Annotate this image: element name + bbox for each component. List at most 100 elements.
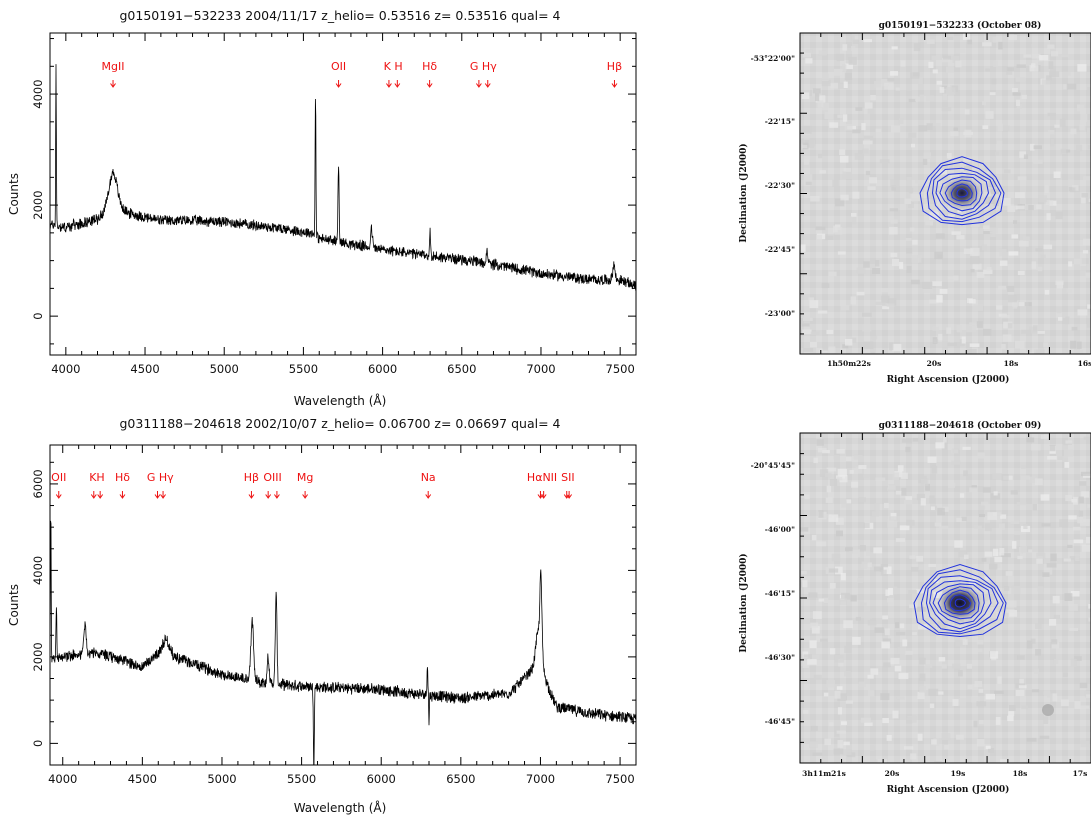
galaxy-source bbox=[936, 583, 984, 623]
line-marker-arrowhead bbox=[611, 83, 618, 88]
line-marker-arrowhead bbox=[97, 494, 104, 499]
axis-ticks: 4000 4500 5000 5500 6000 6500 7000 7500 0 2000 400… bbox=[31, 33, 637, 376]
x-tick-label: 4500 bbox=[130, 362, 159, 376]
line-marker-label: MgII bbox=[102, 60, 125, 73]
line-marker-arrowhead bbox=[274, 494, 280, 499]
plot-frame bbox=[49, 444, 637, 766]
line-marker-arrowhead bbox=[540, 494, 547, 499]
faint-source bbox=[1042, 704, 1054, 716]
contour-line bbox=[926, 161, 1002, 223]
line-marker-arrowhead bbox=[484, 83, 491, 88]
ra-axis-label: Right Ascension (J2000) bbox=[887, 784, 1010, 795]
contour-line bbox=[925, 575, 999, 633]
line-marker-label: KH bbox=[89, 471, 105, 484]
ra-tick-label: 20s bbox=[885, 769, 900, 778]
x-axis-label: Wavelength (Å) bbox=[294, 393, 387, 408]
line-marker-arrowhead bbox=[394, 83, 401, 88]
line-marker-arrowhead bbox=[119, 494, 126, 499]
ra-tick-label: 19s bbox=[951, 769, 966, 778]
contour-line bbox=[919, 156, 1005, 226]
contour-line bbox=[931, 167, 997, 220]
spectrum-panel-1: g0150191−532233 2004/11/17 z_helio= 0.53… bbox=[7, 8, 637, 408]
ra-tick-label: 1h50m22s bbox=[827, 359, 871, 368]
dec-tick-label: -22'30" bbox=[765, 181, 795, 190]
dec-tick-label: -46'45" bbox=[765, 717, 795, 726]
line-marker-label: Hβ bbox=[244, 471, 259, 484]
y-tick-label: 4000 bbox=[31, 79, 45, 108]
line-marker-arrowhead bbox=[160, 494, 166, 499]
sky-image-panel-1: g0150191−532233 (October 08) -53°22'00" … bbox=[738, 20, 1091, 385]
dec-tick-label: -22'15" bbox=[765, 117, 795, 126]
line-marker-label: SII bbox=[561, 471, 574, 484]
x-tick-label: 7000 bbox=[526, 362, 555, 376]
ra-tick-label: 20s bbox=[927, 359, 942, 368]
dec-tick-label: -46'00" bbox=[765, 525, 795, 534]
ra-tick-label: 17s bbox=[1073, 769, 1088, 778]
spectrum-title: g0311188−204618 2002/10/07 z_helio= 0.06… bbox=[120, 416, 561, 431]
y-tick-label: 0 bbox=[31, 312, 45, 319]
contour-lines bbox=[913, 563, 1007, 638]
line-marker-label: K H bbox=[384, 60, 403, 73]
contour-line bbox=[943, 589, 976, 615]
dec-tick-label: -46'30" bbox=[765, 653, 795, 662]
dec-tick-label: -20°45'45" bbox=[751, 461, 795, 470]
line-marker-label: Hδ bbox=[115, 471, 130, 484]
line-marker-arrowhead bbox=[566, 494, 573, 499]
line-marker-label: G Hγ bbox=[470, 60, 497, 73]
line-marker-label: OII bbox=[51, 471, 66, 484]
line-marker-label: HαNII bbox=[527, 471, 557, 484]
x-tick-label: 5000 bbox=[207, 772, 236, 786]
dec-tick-label: -22'45" bbox=[765, 245, 795, 254]
sky-image-panel-2: g0311188−204618 (October 09) -20°45'45" … bbox=[738, 420, 1091, 795]
line-marker-arrowhead bbox=[302, 494, 309, 499]
line-marker-arrowhead bbox=[563, 494, 570, 499]
y-tick-label: 2000 bbox=[31, 642, 45, 671]
spectrum-line bbox=[49, 64, 637, 291]
contour-line bbox=[950, 183, 973, 202]
ra-tick-label: 16s bbox=[1078, 359, 1091, 368]
contour-line bbox=[944, 179, 978, 207]
image-title: g0150191−532233 (October 08) bbox=[879, 20, 1042, 31]
ra-tick-label: 3h11m21s bbox=[802, 769, 846, 778]
line-marker-arrowhead bbox=[426, 83, 433, 88]
contour-line bbox=[929, 580, 992, 630]
x-tick-label: 6000 bbox=[368, 362, 397, 376]
dec-tick-label: -53°22'00" bbox=[751, 54, 795, 63]
x-tick-label: 5500 bbox=[289, 362, 318, 376]
line-marker-arrowhead bbox=[425, 494, 432, 499]
contour-line bbox=[913, 563, 1007, 638]
plot-frame bbox=[49, 32, 637, 356]
ra-tick-label: 18s bbox=[1004, 359, 1019, 368]
x-tick-label: 6000 bbox=[367, 772, 396, 786]
contour-line bbox=[920, 569, 1004, 635]
contour-line bbox=[949, 594, 972, 612]
spectrum-line bbox=[49, 520, 637, 766]
spectrum-title: g0150191−532233 2004/11/17 z_helio= 0.53… bbox=[120, 8, 561, 23]
line-marker-label: Mg bbox=[297, 471, 313, 484]
x-tick-label: 7500 bbox=[605, 772, 634, 786]
line-marker-arrowhead bbox=[265, 494, 272, 499]
image-title: g0311188−204618 (October 09) bbox=[879, 420, 1042, 431]
axis-ticks: 4000 4500 5000 5500 6000 6500 7000 7500 0 2000 400… bbox=[31, 445, 637, 786]
line-marker-label: Na bbox=[421, 471, 436, 484]
line-markers: OII KH Hδ G Hγ Hβ OIII Mg Na HαNII SII bbox=[51, 471, 575, 499]
y-tick-label: 0 bbox=[31, 740, 45, 747]
y-axis-label: Counts bbox=[7, 173, 21, 215]
line-marker-label: Hδ bbox=[422, 60, 437, 73]
spectrum-panel-2: g0311188−204618 2002/10/07 z_helio= 0.06… bbox=[7, 416, 637, 815]
x-tick-label: 6500 bbox=[446, 772, 475, 786]
x-tick-label: 6500 bbox=[447, 362, 476, 376]
x-tick-label: 4000 bbox=[51, 362, 80, 376]
contour-line bbox=[939, 176, 983, 212]
line-marker-label: G Hγ bbox=[147, 471, 174, 484]
line-marker-arrowhead bbox=[475, 83, 482, 88]
contour-line bbox=[956, 187, 969, 198]
contour-line bbox=[935, 172, 990, 217]
ra-tick-label: 18s bbox=[1013, 769, 1028, 778]
contour-line bbox=[954, 598, 967, 608]
y-tick-label: 4000 bbox=[31, 556, 45, 585]
line-marker-arrowhead bbox=[248, 494, 255, 499]
x-tick-label: 7500 bbox=[606, 362, 635, 376]
contour-lines bbox=[919, 156, 1005, 226]
